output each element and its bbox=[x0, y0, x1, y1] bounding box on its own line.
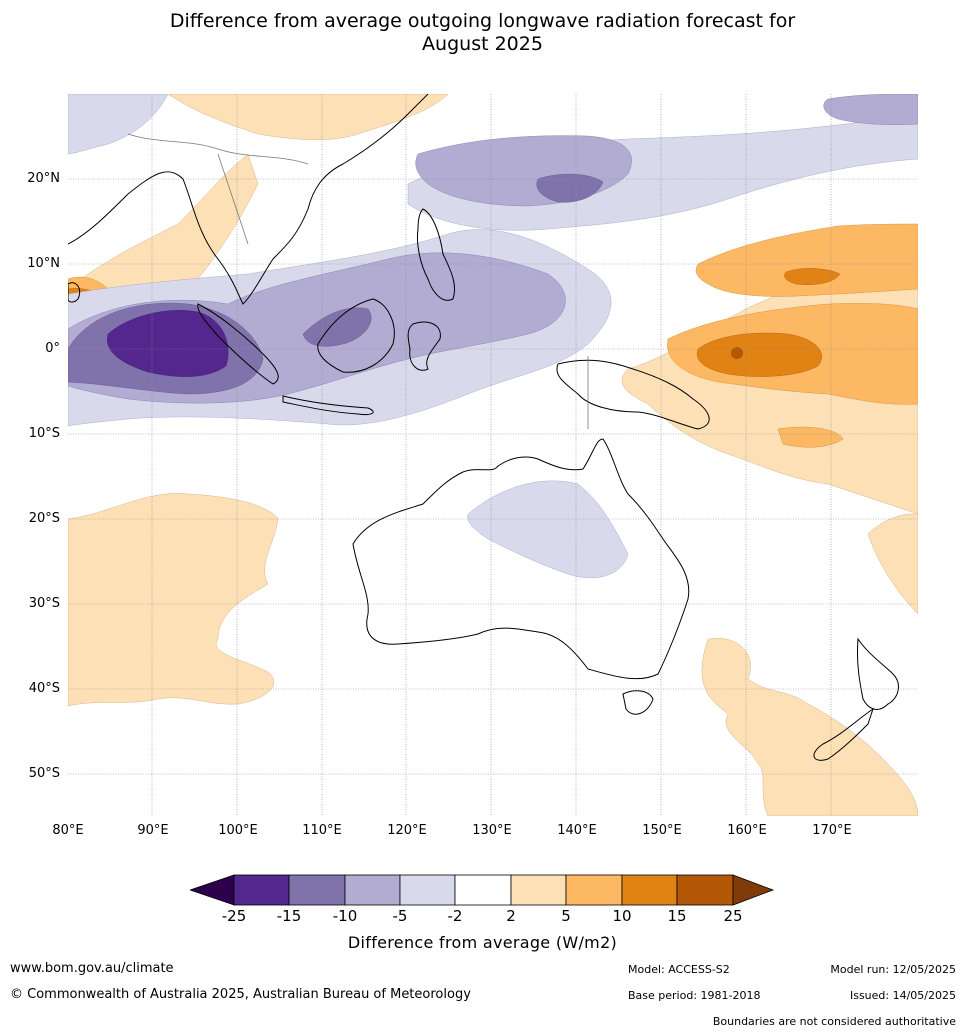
country-borders bbox=[127, 133, 589, 429]
colorbar-segment-9 bbox=[676, 874, 734, 906]
colorbar-tick-label: 10 bbox=[612, 907, 632, 925]
colorbar-segment-2 bbox=[288, 874, 346, 906]
india-sri-lanka-coastline bbox=[68, 282, 81, 303]
colorbar-tick-label: 5 bbox=[561, 907, 571, 925]
lat-tick-10n: 10°N bbox=[27, 256, 60, 271]
colorbar-tick-label: -2 bbox=[447, 907, 463, 925]
lon-tick-90e: 90°E bbox=[137, 823, 169, 838]
copyright-text: © Commonwealth of Australia 2025, Austra… bbox=[10, 987, 471, 1002]
lat-tick-0: 0° bbox=[45, 341, 60, 356]
colorbar-segment-1 bbox=[233, 874, 290, 906]
lat-tick-20n: 20°N bbox=[27, 171, 60, 186]
colorbar-segment-3 bbox=[344, 874, 401, 906]
website-link[interactable]: www.bom.gov.au/climate bbox=[10, 961, 174, 976]
ocean-region-peak-orange bbox=[731, 347, 743, 359]
figure-title: Difference from average outgoing longwav… bbox=[0, 10, 965, 56]
model-text: Model: ACCESS-S2 bbox=[628, 963, 730, 976]
colorbar-segment-5 bbox=[454, 874, 512, 906]
model-run-text: Model run: 12/05/2025 bbox=[830, 963, 956, 976]
lat-tick-10s: 10°S bbox=[28, 426, 60, 441]
ocean-region-north-west bbox=[68, 94, 169, 155]
lon-tick-130e: 130°E bbox=[472, 823, 512, 838]
gridlines bbox=[68, 94, 918, 816]
colorbar-segment-4 bbox=[399, 874, 456, 906]
ocean-region-central-pacific-core bbox=[696, 332, 822, 377]
philippines-coastline bbox=[417, 208, 456, 301]
asia-mainland-coastline bbox=[68, 94, 429, 305]
anomaly-neg15-to-neg25-fill bbox=[107, 310, 229, 377]
lon-tick-170e: 170°E bbox=[812, 823, 852, 838]
ocean-region-south-indian bbox=[68, 493, 279, 707]
colorbar-segment-6 bbox=[510, 874, 567, 906]
new-zealand-south-coastline bbox=[813, 707, 874, 761]
sulawesi-coastline bbox=[407, 321, 441, 371]
lat-tick-20s: 20°S bbox=[28, 511, 60, 526]
anomaly-15-to-25-fill bbox=[731, 347, 743, 359]
colorbar-tick-label: -5 bbox=[392, 907, 408, 925]
java-coastline bbox=[282, 395, 374, 415]
lat-tick-30s: 30°S bbox=[28, 596, 60, 611]
colorbar-tick-label: 2 bbox=[506, 907, 516, 925]
land-region-central-australia bbox=[467, 480, 629, 579]
colorbar-segment-8 bbox=[621, 874, 678, 906]
new-guinea-coastline bbox=[556, 359, 710, 430]
colorbar-extend-low bbox=[190, 874, 235, 906]
lat-tick-50s: 50°S bbox=[28, 766, 60, 781]
disclaimer-text: Boundaries are not considered authoritat… bbox=[712, 1015, 956, 1028]
ocean-region-indian-core bbox=[107, 310, 229, 377]
lon-tick-160e: 160°E bbox=[727, 823, 767, 838]
lon-tick-140e: 140°E bbox=[557, 823, 597, 838]
ocean-region-south-pacific bbox=[867, 513, 918, 615]
ocean-region-solomon bbox=[777, 426, 844, 448]
lon-tick-100e: 100°E bbox=[218, 823, 258, 838]
ocean-region-marshall bbox=[784, 268, 841, 285]
colorbar-tick-label: -10 bbox=[332, 907, 358, 925]
colorbar-segment-7 bbox=[565, 874, 623, 906]
issued-text: Issued: 14/05/2025 bbox=[849, 989, 956, 1002]
colorbar-tick-label: -15 bbox=[276, 907, 302, 925]
new-zealand-north-coastline bbox=[857, 637, 899, 710]
ocean-region-tasman bbox=[701, 638, 918, 816]
lon-tick-80e: 80°E bbox=[52, 823, 84, 838]
colorbar-label: Difference from average (W/m2) bbox=[347, 933, 618, 952]
colorbar-tick-label: -25 bbox=[221, 907, 247, 925]
anomaly-map bbox=[68, 94, 918, 816]
title-line-2: August 2025 bbox=[422, 33, 543, 55]
ocean-region-pacific-north bbox=[695, 223, 918, 297]
colorbar-tick-label: 15 bbox=[667, 907, 687, 925]
australia-coastline bbox=[352, 438, 690, 680]
lon-tick-150e: 150°E bbox=[642, 823, 682, 838]
ocean-region-north-pacific-purple bbox=[823, 94, 918, 125]
lon-tick-120e: 120°E bbox=[387, 823, 427, 838]
base-period-text: Base period: 1981-2018 bbox=[628, 989, 761, 1002]
lat-tick-40s: 40°S bbox=[28, 681, 60, 696]
colorbar bbox=[190, 874, 775, 906]
colorbar-extend-high bbox=[732, 874, 775, 906]
tasmania-coastline bbox=[622, 690, 654, 715]
ocean-region-philippine-core bbox=[536, 173, 604, 203]
coastlines bbox=[68, 94, 899, 761]
title-line-1: Difference from average outgoing longwav… bbox=[169, 10, 796, 32]
ocean-region-north-china bbox=[167, 94, 449, 140]
borneo-coastline bbox=[317, 298, 395, 373]
colorbar-tick-label: 25 bbox=[723, 907, 743, 925]
lon-tick-110e: 110°E bbox=[302, 823, 342, 838]
sumatra-coastline bbox=[197, 303, 279, 385]
